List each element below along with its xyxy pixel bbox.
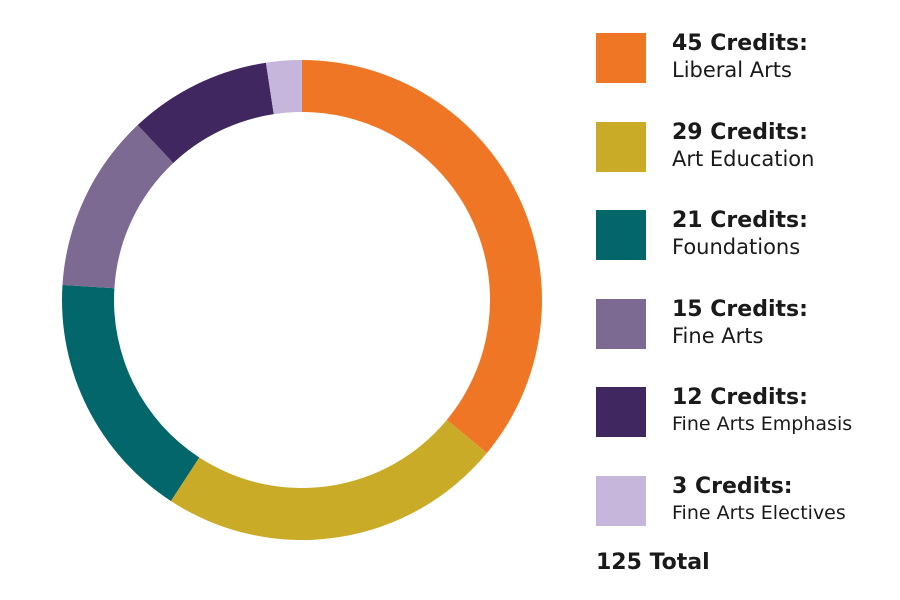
donut-slice-foundations [61, 284, 200, 502]
legend-label: Fine Arts Electives [672, 501, 846, 524]
legend-item-liberal-arts: 45 Credits: Liberal Arts [596, 31, 896, 84]
legend-item-fine-arts-emphasis: 12 Credits: Fine Arts Emphasis [596, 385, 896, 438]
legend-text: 21 Credits: Foundations [672, 208, 808, 260]
total-label: 125 Total [596, 550, 710, 575]
legend-text: 45 Credits: Liberal Arts [672, 31, 808, 83]
legend-text: 12 Credits: Fine Arts Emphasis [672, 385, 852, 437]
legend-label: Art Education [672, 146, 815, 171]
legend-swatch [596, 121, 646, 172]
donut-slice-art-education [170, 419, 487, 541]
legend-credits: 15 Credits: [672, 296, 808, 322]
donut-slice-fine-arts-emphasis [137, 62, 274, 163]
legend-credits: 29 Credits: [672, 119, 808, 145]
legend: 45 Credits: Liberal Arts 29 Credits: Art… [596, 31, 896, 564]
legend-text: 15 Credits: Fine Arts [672, 297, 808, 349]
legend-item-fine-arts: 15 Credits: Fine Arts [596, 297, 896, 350]
legend-text: 29 Credits: Art Education [672, 120, 814, 172]
legend-credits: 12 Credits: [672, 385, 808, 411]
donut-slice-fine-arts-electives [265, 60, 302, 115]
donut-chart [61, 60, 543, 541]
legend-item-art-education: 29 Credits: Art Education [596, 120, 896, 173]
donut-slice-liberal-arts [302, 60, 543, 453]
legend-credits: 21 Credits: [672, 208, 808, 234]
legend-label: Foundations [672, 235, 801, 260]
legend-label: Fine Arts Emphasis [672, 413, 853, 436]
legend-swatch [596, 33, 646, 83]
legend-swatch [596, 475, 646, 526]
donut-slice-fine-arts [62, 125, 174, 289]
legend-label: Fine Arts [672, 323, 764, 348]
legend-text: 3 Credits: Fine Arts Electives [672, 474, 846, 526]
legend-credits: 45 Credits: [672, 31, 808, 56]
legend-label: Liberal Arts [672, 58, 792, 82]
legend-item-foundations: 21 Credits: Foundations [596, 208, 896, 261]
legend-item-fine-arts-electives: 3 Credits: Fine Arts Electives [596, 474, 896, 527]
legend-swatch [596, 210, 646, 261]
legend-credits: 3 Credits: [672, 473, 793, 499]
legend-swatch [596, 298, 646, 349]
legend-swatch [596, 387, 646, 438]
